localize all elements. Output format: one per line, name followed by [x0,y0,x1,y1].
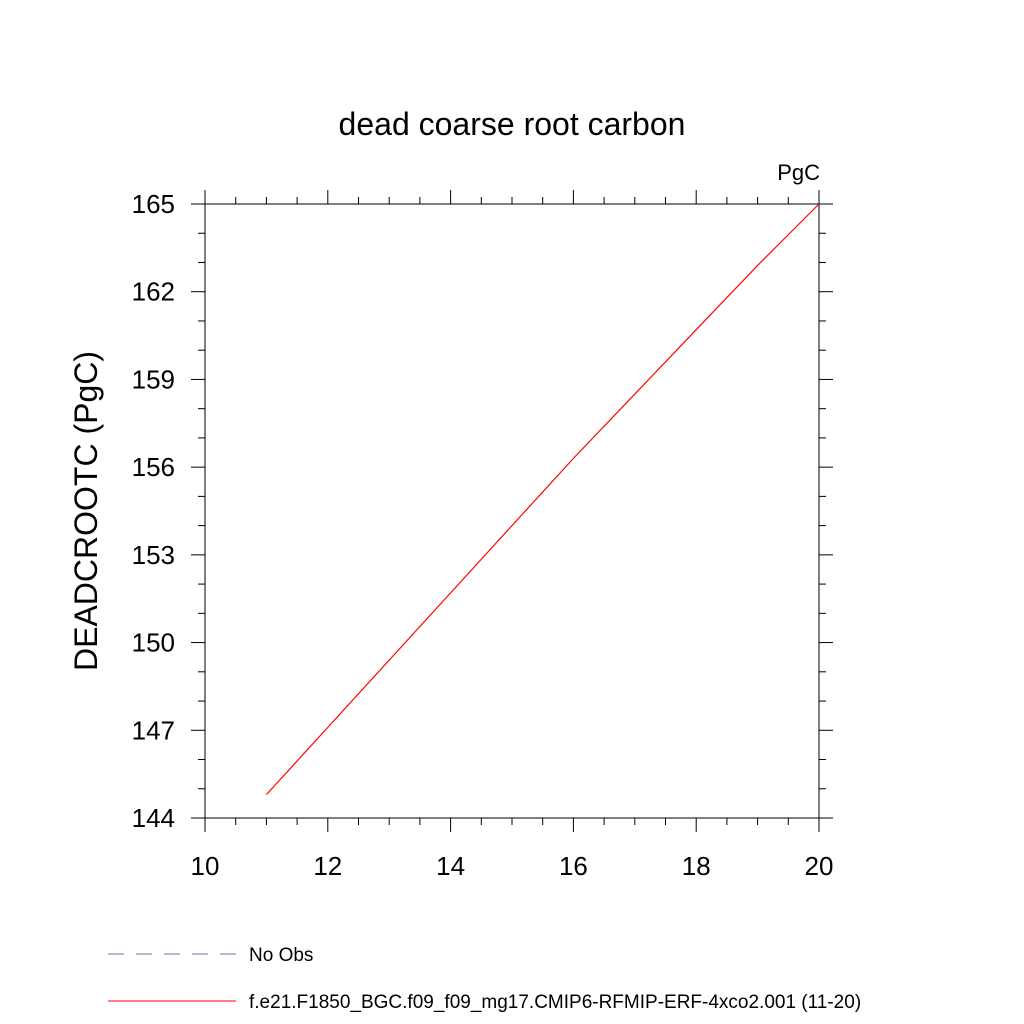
x-tick-label: 18 [682,851,711,881]
x-tick-label: 14 [436,851,465,881]
legend-label: f.e21.F1850_BGC.f09_f09_mg17.CMIP6-RFMIP… [249,992,861,1013]
series-line [265,203,820,796]
series-layer [265,203,820,796]
legend-label: No Obs [249,945,313,966]
y-axis-label: DEADCROOTC (PgC) [68,351,104,671]
y-tick-label: 162 [132,277,175,307]
y-tick-label: 153 [132,540,175,570]
legend: No Obs f.e21.F1850_BGC.f09_f09_mg17.CMIP6… [108,945,861,1013]
y-tick-label: 144 [132,803,175,833]
x-tick-label: 16 [559,851,588,881]
units-label: PgC [777,160,820,185]
x-tick-label: 20 [805,851,834,881]
y-tick-label: 165 [132,189,175,219]
x-axis-ticks: 10 12 14 16 18 20 [191,190,834,881]
y-axis-ticks: 144 147 150 153 156 159 162 165 [132,189,833,833]
y-tick-label: 159 [132,364,175,394]
chart-title: dead coarse root carbon [339,106,686,142]
y-tick-label: 147 [132,715,175,745]
y-tick-label: 156 [132,452,175,482]
y-tick-label: 150 [132,628,175,658]
x-tick-label: 12 [313,851,342,881]
plot-frame [204,203,820,819]
x-tick-label: 10 [191,851,220,881]
